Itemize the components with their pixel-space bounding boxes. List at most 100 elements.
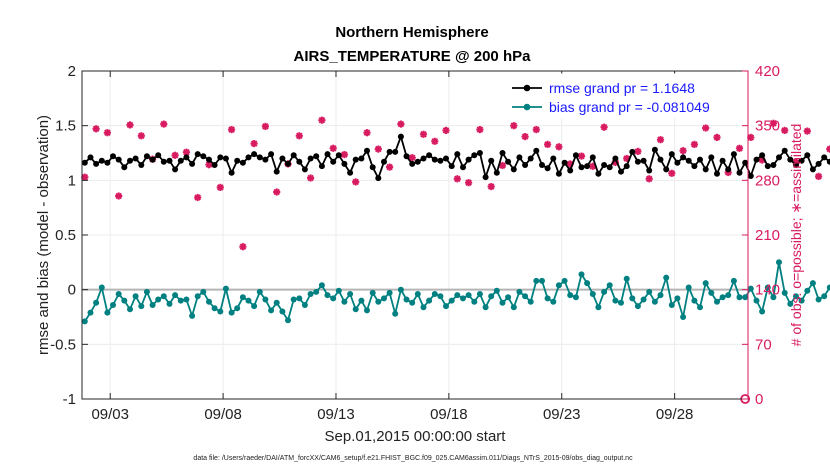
bias-point: [200, 288, 207, 295]
rmse-point: [341, 160, 348, 167]
bias-point: [685, 284, 692, 291]
bias-point: [285, 317, 291, 324]
rmse-point: [313, 153, 320, 160]
rmse-point: [787, 156, 794, 163]
obs-asterisk-stroke: [442, 127, 450, 134]
rmse-point: [793, 162, 799, 168]
rmse-point: [482, 174, 489, 181]
rmse-point: [194, 151, 201, 158]
obs-asterisk-stroke: [521, 133, 529, 140]
bias-point: [386, 289, 393, 296]
y-tick-label-6: 2: [68, 63, 76, 80]
legend: rmse grand pr = 1.1648 bias grand pr = -…: [505, 73, 745, 119]
rmse-point: [448, 163, 455, 170]
bias-point: [736, 294, 743, 301]
rmse-point: [454, 151, 461, 158]
rmse-point: [618, 168, 624, 175]
bias-point: [166, 300, 173, 307]
obs-asterisk-stroke: [770, 119, 777, 127]
obs-asterisk-stroke: [262, 123, 269, 130]
obs-asterisk-stroke: [691, 141, 698, 148]
obs-assimilated-point: [386, 163, 394, 171]
bias-point: [663, 274, 670, 281]
rmse-point: [550, 155, 557, 162]
rmse-point: [177, 157, 184, 164]
rmse-point: [505, 158, 512, 165]
obs-assimilated-point: [487, 183, 495, 191]
rmse-point: [301, 166, 308, 173]
obs-asterisk-stroke: [295, 132, 303, 140]
obs-asterisk-stroke: [431, 137, 439, 145]
obs-asterisk-stroke: [736, 144, 743, 152]
rmse-point: [567, 167, 574, 174]
bias-point: [776, 259, 782, 266]
obs-asterisk-stroke: [465, 179, 472, 187]
bias-point: [742, 294, 749, 301]
rmse-point: [555, 170, 562, 177]
rmse-point: [476, 150, 483, 156]
bias-point: [787, 300, 794, 307]
obs-asterisk-stroke: [803, 127, 811, 135]
bias-point: [155, 296, 162, 303]
y-right-tick-label-6: 420: [755, 63, 780, 80]
bias-point: [127, 306, 133, 313]
rmse-point: [443, 155, 449, 162]
obs-asterisk-stroke: [499, 162, 506, 169]
obs-assimilated-point: [419, 130, 428, 138]
bias-point: [657, 292, 664, 299]
bias-point: [595, 304, 602, 311]
bias-point: [770, 294, 777, 301]
bias-point: [234, 305, 241, 312]
rmse-point: [646, 167, 653, 174]
bias-point: [301, 302, 308, 308]
obs-assimilated-point: [656, 136, 665, 144]
rmse-point: [375, 175, 382, 182]
rmse-point: [386, 148, 393, 155]
bias-point: [505, 294, 512, 301]
rmse-point: [612, 155, 619, 162]
bias-point: [708, 289, 715, 296]
obs-assimilated-point: [543, 140, 552, 148]
obs-assimilated-point: [600, 123, 608, 131]
bias-point: [172, 292, 179, 299]
rmse-point: [781, 147, 788, 154]
rmse-point: [318, 163, 325, 170]
x-tick-label-0: 09/03: [91, 406, 129, 423]
bias-point: [589, 291, 596, 297]
rmse-point: [358, 155, 365, 162]
rmse-point: [149, 156, 156, 163]
rmse-point: [296, 158, 303, 165]
rmse-point: [815, 160, 822, 167]
bias-point: [448, 297, 455, 304]
obs-asterisk-stroke: [318, 116, 326, 124]
bias-point: [804, 287, 811, 294]
obs-assimilated-point: [814, 172, 823, 180]
x-tick-label-4: 09/23: [543, 406, 581, 423]
obs-assimilated-point: [510, 122, 518, 130]
bias-point: [217, 308, 224, 315]
rmse-point: [110, 153, 116, 160]
rmse-point: [200, 153, 207, 160]
bias-point: [81, 318, 88, 325]
rmse-point: [369, 164, 376, 171]
y-right-tick-label-3: 210: [755, 227, 780, 244]
x-axis-label: Sep.01,2015 00:00:00 start: [325, 428, 507, 445]
rmse-point: [160, 158, 167, 165]
rmse-point: [426, 152, 433, 159]
bias-point: [572, 294, 579, 301]
bias-point: [646, 288, 653, 295]
rmse-point: [87, 154, 94, 161]
x-tick-label-5: 09/28: [656, 406, 694, 423]
rmse-point: [488, 157, 495, 164]
bias-point: [533, 277, 540, 284]
bias-point: [697, 304, 703, 311]
bias-point: [211, 305, 218, 312]
bias-point: [753, 297, 760, 304]
obs-asterisk-stroke: [273, 188, 281, 196]
bias-point: [279, 308, 286, 315]
rmse-point: [719, 157, 726, 164]
rmse-point: [121, 164, 128, 171]
obs-asterisk-stroke: [679, 147, 687, 155]
bias-point: [764, 284, 771, 291]
obs-asterisk-stroke: [386, 163, 393, 171]
